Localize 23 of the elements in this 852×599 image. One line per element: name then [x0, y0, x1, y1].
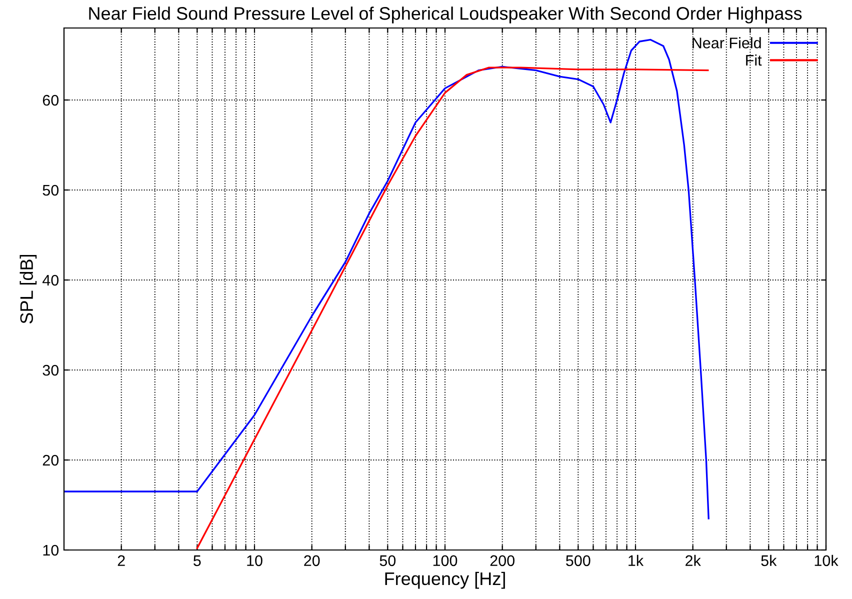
x-tick-label: 50 — [380, 555, 396, 566]
y-tick-label: 30 — [42, 364, 59, 376]
x-tick-label: 100 — [433, 555, 458, 566]
y-tick-label: 40 — [42, 274, 59, 286]
y-tick-label: 20 — [42, 454, 59, 466]
y-axis-title: SPL [dB] — [20, 254, 37, 324]
x-tick-label: 5 — [194, 555, 201, 566]
x-tick-label: 20 — [304, 555, 320, 566]
y-tick-label: 50 — [42, 184, 59, 196]
x-tick-label: 2k — [686, 554, 701, 566]
x-tick-label: 500 — [566, 555, 590, 566]
x-tick-label: 200 — [490, 555, 514, 566]
x-tick-label: 10 — [247, 555, 262, 566]
legend-label: Near Field — [692, 37, 761, 48]
x-tick-label: 2 — [118, 555, 125, 566]
x-tick-label: 5k — [761, 554, 777, 566]
x-axis-title: Frequency [Hz] — [385, 572, 505, 589]
y-tick-label: 60 — [42, 94, 59, 106]
x-tick-label: 10k — [814, 554, 838, 566]
x-tick-label: 1k — [628, 554, 644, 566]
chart-title: Near Field Sound Pressure Level of Spherical Loudspeaker With Second Order Highpass — [89, 6, 802, 24]
y-tick-label: 10 — [43, 544, 59, 556]
legend-label: Fit — [746, 54, 762, 66]
